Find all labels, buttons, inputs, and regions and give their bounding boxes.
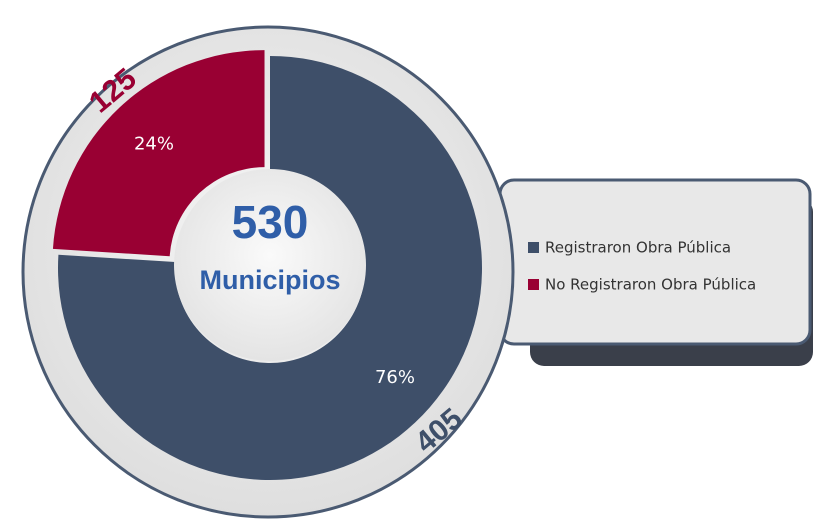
value-label: 76% bbox=[375, 367, 415, 388]
legend-panel bbox=[498, 178, 812, 346]
pie-slice bbox=[58, 56, 483, 480]
center-hole bbox=[174, 169, 366, 361]
value-label: 24% bbox=[134, 133, 174, 154]
legend-label: Registraron Obra Pública bbox=[545, 239, 731, 257]
legend-swatch bbox=[528, 242, 539, 253]
pie-slice bbox=[52, 50, 265, 257]
legend-swatch bbox=[528, 279, 539, 290]
center-label: Municipios bbox=[200, 265, 341, 295]
legend-label: No Registraron Obra Pública bbox=[545, 276, 756, 294]
total: 530 bbox=[232, 196, 309, 248]
